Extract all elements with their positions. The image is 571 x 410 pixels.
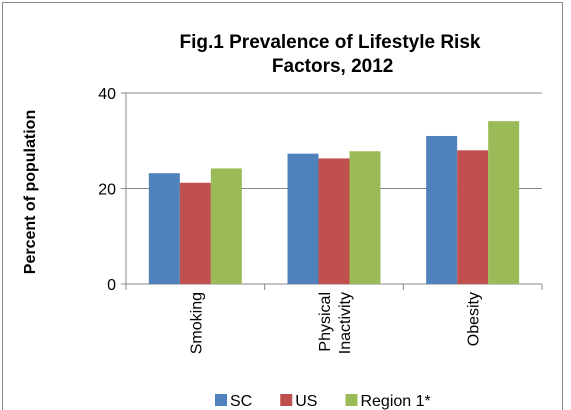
legend-swatch bbox=[345, 394, 358, 406]
legend-label: US bbox=[295, 393, 317, 410]
y-tick-label: 0 bbox=[107, 277, 116, 294]
x-tick-label: Physical Inactivity bbox=[317, 292, 354, 359]
legend-swatch bbox=[280, 394, 293, 406]
legend-swatch bbox=[215, 394, 227, 406]
y-tick-label: 40 bbox=[98, 86, 116, 103]
x-tick-label: Smoking bbox=[188, 292, 205, 354]
legend-label: Region 1* bbox=[360, 393, 430, 410]
bar bbox=[488, 121, 520, 284]
y-axis-label: Percent of population bbox=[22, 110, 39, 274]
bar bbox=[426, 135, 458, 284]
bar bbox=[148, 173, 180, 284]
bar bbox=[457, 150, 489, 284]
bar bbox=[318, 158, 350, 284]
y-tick-label: 20 bbox=[98, 182, 116, 199]
x-tick-label: Obesity bbox=[466, 292, 483, 346]
bar bbox=[210, 168, 242, 284]
bar bbox=[287, 153, 319, 284]
chart-title: Fig.1 Prevalence of Lifestyle Risk Facto… bbox=[180, 32, 481, 77]
legend-label: SC bbox=[230, 393, 252, 410]
bar bbox=[179, 182, 211, 284]
bar bbox=[349, 151, 381, 284]
